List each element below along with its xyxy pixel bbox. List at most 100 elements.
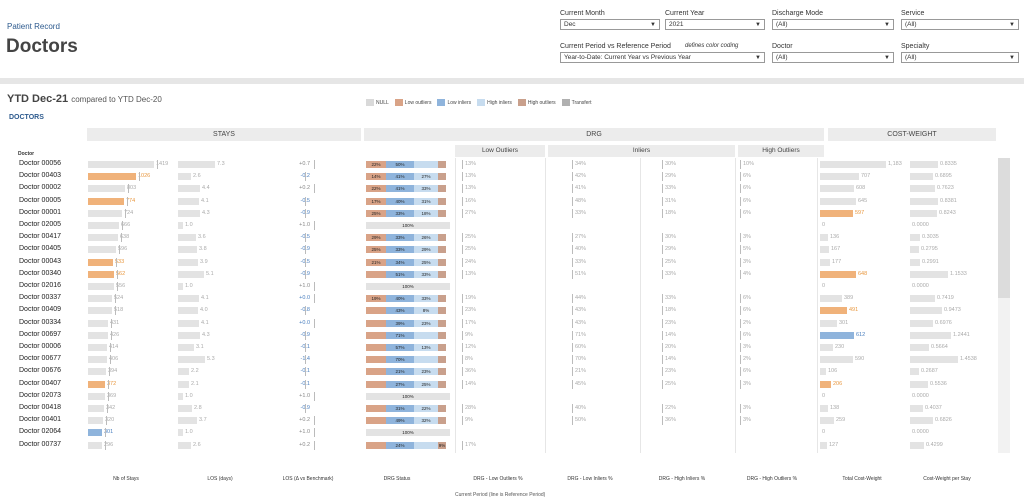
drg-segment <box>366 307 386 315</box>
drg-percent: 18% <box>665 307 677 314</box>
filter-select[interactable]: 2021 ▼ <box>665 19 765 30</box>
doctor-name[interactable]: Doctor 02016 <box>19 282 62 289</box>
filter-select[interactable]: Year-to-Date: Current Year vs Previous Y… <box>560 52 765 63</box>
doctor-name[interactable]: Doctor 00340 <box>19 269 62 277</box>
filter-select[interactable]: (All) ▼ <box>772 52 894 63</box>
cost-weight-value: 0 <box>822 222 826 228</box>
doctor-name[interactable]: Doctor 00337 <box>19 294 62 302</box>
table-row[interactable]: Doctor 00676 394 2.2 -0.1 21% 23% 36% 21% 23% 6% 1… <box>0 365 1000 377</box>
table-row[interactable]: Doctor 00418 342 2.8 -0.9 31% 22% 28% 40% 22% 3% 1… <box>0 402 1000 414</box>
filter-select[interactable]: (All) ▼ <box>772 19 894 30</box>
table-row[interactable]: Doctor 00401 320 3.7 +0.2 49% 32% 9% 50% 36% 3% 25… <box>0 414 1000 426</box>
legend-item: Transfert <box>561 99 591 106</box>
chevron-down-icon[interactable]: ▼ <box>755 54 761 61</box>
doctor-name[interactable]: Doctor 02005 <box>19 221 62 228</box>
drg-segment-label: 32% <box>421 418 431 424</box>
drg-segment <box>438 417 446 425</box>
chevron-down-icon[interactable]: ▼ <box>884 54 890 61</box>
cw-per-stay-value: 0.2795 <box>921 246 938 253</box>
table-row[interactable]: Doctor 00340 562 5.1 -0.9 51% 33% 13% 51% 33% 4% 6… <box>0 268 1000 280</box>
drg-segment-label <box>366 271 386 278</box>
drg-segment-label <box>366 405 386 412</box>
table-row[interactable]: Doctor 00697 426 4.3 -0.9 71% 9% 71% 14% 6% 612 1.… <box>0 329 1000 341</box>
doctor-name[interactable]: Doctor 00002 <box>19 184 62 192</box>
doctor-name[interactable]: Doctor 00006 <box>19 343 62 350</box>
doctor-name[interactable]: Doctor 00409 <box>19 306 62 314</box>
cost-weight-bar <box>820 380 831 388</box>
chevron-down-icon[interactable]: ▼ <box>1009 54 1015 61</box>
cw-per-stay-bar <box>910 161 938 168</box>
reference-tick <box>662 160 663 169</box>
drg-percent: 44% <box>575 295 587 302</box>
filter-select[interactable]: Dec ▼ <box>560 19 660 30</box>
los-bar <box>178 258 198 266</box>
drg-segment <box>386 209 414 217</box>
table-row[interactable]: Doctor 02016 556 1.0 +1.0 100% 0 0.0000 <box>0 280 1000 292</box>
table-row[interactable]: Doctor 02005 666 1.0 +1.0 100% 0 0.0000 <box>0 219 1000 231</box>
table-row[interactable]: Doctor 00002 803 4.4 +0.2 22% 41% 33% 13% 41% 33%… <box>0 182 1000 194</box>
table-row[interactable]: Doctor 00005 774 4.1 -0.5 17% 40% 31% 16% 48% 31%… <box>0 195 1000 207</box>
table-row[interactable]: Doctor 00417 638 3.6 -0.5 29% 33% 26% 25% 27% 30%… <box>0 231 1000 243</box>
doctor-name[interactable]: Doctor 00043 <box>19 257 62 265</box>
doctor-name[interactable]: Doctor 02073 <box>19 391 62 399</box>
table-row[interactable]: Doctor 00043 533 3.9 -0.5 21% 34% 25% 24% 33% 25%… <box>0 256 1000 268</box>
doctor-name[interactable]: Doctor 00417 <box>19 233 62 241</box>
reference-tick <box>462 367 463 377</box>
doctor-name[interactable]: Doctor 00418 <box>19 404 62 411</box>
doctor-name[interactable]: Doctor 00001 <box>19 208 62 216</box>
doctor-name[interactable]: Doctor 00676 <box>19 367 62 375</box>
drg-percent: 25% <box>665 380 677 387</box>
table-row[interactable]: Doctor 00334 431 4.1 +0.0 39% 23% 17% 43% 23% 2% 3… <box>0 317 1000 329</box>
table-row[interactable]: Doctor 00337 524 4.1 +0.0 19% 40% 33% 19% 44% 33%… <box>0 292 1000 304</box>
table-row[interactable]: Doctor 00737 296 2.6 +0.2 24% 9% 17% 127 0.4299 <box>0 439 1000 451</box>
filter-select[interactable]: (All) ▼ <box>901 52 1019 63</box>
drg-segment-label: 19% <box>371 296 381 302</box>
drg-segment-label: 29% <box>371 235 381 241</box>
drg-segment-label <box>366 417 386 424</box>
table-row[interactable]: Doctor 00409 518 4.0 -0.8 43% 8% 23% 43% 18% 6% 49… <box>0 304 1000 316</box>
table-row[interactable]: Doctor 02073 369 1.0 +1.0 100% 0 0.0000 <box>0 390 1000 402</box>
table-row[interactable]: Doctor 00677 406 5.3 -1.4 70% 8% 70% 14% 2% 590 1.… <box>0 353 1000 365</box>
doctor-name[interactable]: Doctor 00677 <box>19 355 62 363</box>
cost-weight-value: 1,183 <box>888 161 902 167</box>
table-row[interactable]: Doctor 00407 372 2.1 -0.1 27% 25% 14% 45% 25% 3% 2… <box>0 378 1000 390</box>
stays-bar <box>88 441 102 449</box>
cost-weight-bar <box>820 344 833 351</box>
doctor-name[interactable]: Doctor 00403 <box>19 172 62 180</box>
table-row[interactable]: Doctor 00056 1419 7.3 +0.7 22% 50% 13% 34% 30% 10… <box>0 158 1000 170</box>
table-row[interactable]: Doctor 00001 724 4.3 -0.9 25% 33% 18% 27% 33% 18%… <box>0 207 1000 219</box>
chevron-down-icon[interactable]: ▼ <box>1009 21 1015 28</box>
doctor-name[interactable]: Doctor 00005 <box>19 196 62 204</box>
doctor-name[interactable]: Doctor 00334 <box>19 318 62 326</box>
filter-6: Specialty (All) ▼ <box>901 43 1019 63</box>
stays-value: 1026 <box>138 173 151 180</box>
chevron-down-icon[interactable]: ▼ <box>884 21 890 28</box>
doctor-name[interactable]: Doctor 00401 <box>19 416 62 424</box>
doctor-name[interactable]: Doctor 00737 <box>19 440 62 448</box>
breadcrumb[interactable]: Patient Record <box>7 22 60 31</box>
cost-weight-bar <box>820 417 834 425</box>
reference-tick <box>662 330 663 340</box>
table-row[interactable]: Doctor 00403 1026 2.6 -0.2 14% 41% 27% 13% 42% 29… <box>0 170 1000 182</box>
chevron-down-icon[interactable]: ▼ <box>650 21 656 28</box>
drg-segment-label: 8% <box>422 308 430 314</box>
table-row[interactable]: Doctor 00405 596 3.8 -0.9 25% 33% 29% 25% 40% 29%… <box>0 243 1000 255</box>
reference-tick <box>572 343 573 352</box>
stays-bar <box>88 161 154 168</box>
chevron-down-icon[interactable]: ▼ <box>755 21 761 28</box>
reference-tick <box>572 318 573 328</box>
drg-percent: 6% <box>743 331 751 338</box>
drg-percent: 2% <box>743 356 751 363</box>
doctor-name[interactable]: Doctor 00407 <box>19 379 62 387</box>
doctor-name[interactable]: Doctor 00056 <box>19 160 62 167</box>
doctor-name[interactable]: Doctor 02064 <box>19 428 62 436</box>
doctor-name[interactable]: Doctor 00405 <box>19 245 62 253</box>
reference-tick <box>662 172 663 182</box>
filter-select[interactable]: (All) ▼ <box>901 19 1019 30</box>
cw-per-stay-value: 1.2441 <box>953 331 970 338</box>
doctor-name[interactable]: Doctor 00697 <box>19 330 62 338</box>
stays-value: 369 <box>107 392 117 399</box>
scrollbar-thumb[interactable] <box>998 158 1010 298</box>
table-row[interactable]: Doctor 00006 414 3.1 -0.1 57% 13% 12% 60% 20% 3% 2… <box>0 341 1000 353</box>
table-row[interactable]: Doctor 02064 301 1.0 +1.0 100% 0 0.0000 <box>0 426 1000 438</box>
